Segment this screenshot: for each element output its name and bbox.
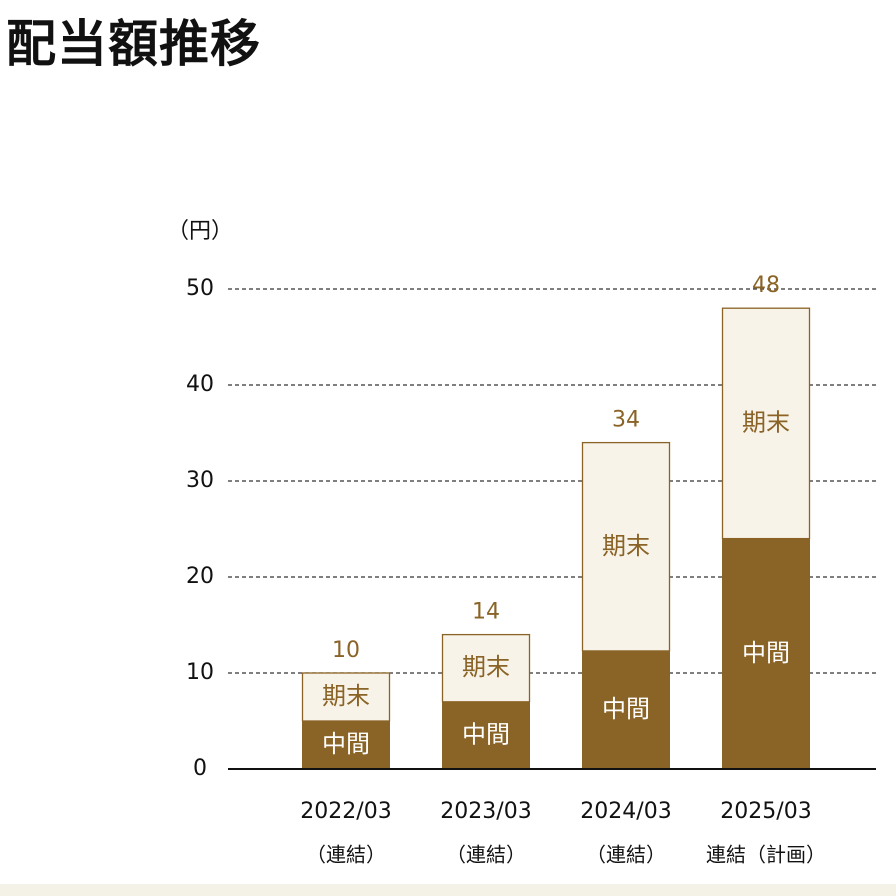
- x-category-sublabel: 連結（計画）: [706, 843, 826, 867]
- bar-year-end-label: 期末: [322, 682, 370, 710]
- bar-total-label: 10: [332, 638, 360, 663]
- y-tick-label: 40: [186, 372, 214, 397]
- bar-year-end-label: 期末: [602, 532, 650, 560]
- x-category-label: 2022/03: [300, 799, 391, 824]
- x-category-sublabel: （連結）: [586, 843, 666, 867]
- y-tick-label: 30: [186, 468, 214, 493]
- page-title: 配当額推移: [6, 15, 261, 73]
- bar-total-label: 14: [472, 600, 500, 625]
- x-category-sublabel: （連結）: [446, 843, 526, 867]
- bar-year-end: [581, 441, 671, 652]
- bar-interim: [722, 538, 810, 769]
- bar-interim-label: 中間: [322, 730, 370, 758]
- bar-interim-label: 中間: [462, 720, 510, 748]
- y-tick-label: 10: [186, 660, 214, 685]
- y-tick-label: 20: [186, 564, 214, 589]
- bar-interim-label: 中間: [742, 639, 790, 667]
- bar-interim: [302, 721, 390, 769]
- footer-band: [0, 884, 896, 896]
- bar-interim: [582, 650, 670, 769]
- x-category-label: 2023/03: [440, 799, 531, 824]
- bar-total-label: 34: [612, 408, 640, 433]
- bar-year-end-label: 期末: [462, 653, 510, 681]
- x-category-label: 2024/03: [580, 799, 671, 824]
- bar-year-end: [441, 633, 531, 703]
- y-tick-label: 50: [186, 276, 214, 301]
- bar-interim-label: 中間: [602, 695, 650, 723]
- bar-total-label: 48: [752, 273, 780, 298]
- y-tick-label: 0: [193, 756, 207, 781]
- x-category-label: 2025/03: [720, 799, 811, 824]
- bar-year-end: [721, 307, 811, 540]
- bar-year-end-label: 期末: [742, 408, 790, 436]
- bar-year-end: [301, 672, 391, 722]
- y-axis-unit-label: （円）: [167, 219, 233, 244]
- bar-interim: [442, 701, 530, 769]
- x-category-sublabel: （連結）: [306, 843, 386, 867]
